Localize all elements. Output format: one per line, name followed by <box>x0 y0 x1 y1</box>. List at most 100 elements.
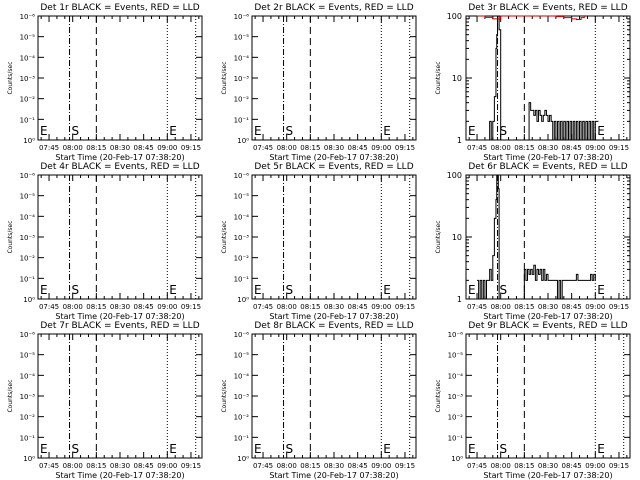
x-tick-label: 08:30 <box>324 144 344 152</box>
x-tick-label: 08:45 <box>348 144 368 152</box>
x-tick-label: 08:15 <box>86 462 106 470</box>
x-tick-label: 07:45 <box>253 144 273 152</box>
x-tick-label: 08:45 <box>562 462 582 470</box>
x-tick-label: 07:45 <box>253 462 273 470</box>
y-tick-label: 10⁻⁵ <box>234 34 250 42</box>
x-tick-label: 08:30 <box>324 462 344 470</box>
y-tick-label: 10⁻³ <box>20 393 36 401</box>
y-tick-label: 10⁻³ <box>448 393 464 401</box>
marker-label: S <box>286 124 294 138</box>
y-tick-label: 10⁻⁵ <box>20 34 36 42</box>
x-tick-label: 08:30 <box>110 144 130 152</box>
x-tick-label: 08:15 <box>514 462 534 470</box>
marker-label: E <box>383 124 391 138</box>
marker-label: E <box>254 124 262 138</box>
marker-label: S <box>286 283 294 297</box>
y-tick-label: 10⁻¹ <box>20 434 36 442</box>
y-tick-label: 100 <box>447 171 462 180</box>
x-tick-label: 09:15 <box>181 462 201 470</box>
x-tick-label: 09:00 <box>157 303 177 311</box>
x-tick-label: 07:45 <box>467 144 487 152</box>
lld-series <box>477 15 585 20</box>
y-tick-label: 100 <box>447 12 462 21</box>
x-tick-label: 08:15 <box>86 144 106 152</box>
y-tick-label: 10⁻⁴ <box>234 213 250 221</box>
panel-8: Det 8r BLACK = Events, RED = LLD Counts/s… <box>221 321 417 480</box>
marker-label: S <box>500 283 508 297</box>
plot-frame <box>251 333 417 459</box>
y-axis-label: Counts/sec <box>435 61 442 94</box>
y-tick-label: 10 <box>452 233 462 242</box>
marker-label: E <box>597 124 605 138</box>
y-tick-label: 10⁻² <box>234 96 250 104</box>
y-tick-label: 10⁻² <box>20 96 36 104</box>
y-tick-label: 10⁻⁶ <box>234 172 250 180</box>
x-tick-label: 09:15 <box>609 462 629 470</box>
x-tick-label: 09:00 <box>371 462 391 470</box>
y-tick-label: 10⁻⁵ <box>448 352 464 360</box>
x-tick-label: 08:00 <box>491 462 511 470</box>
marker-label: E <box>254 442 262 456</box>
y-tick-label: 10 <box>452 74 462 83</box>
y-tick-label: 10⁻³ <box>234 75 250 83</box>
marker-label: S <box>500 124 508 138</box>
x-tick-label: 09:15 <box>395 462 415 470</box>
x-tick-label: 08:30 <box>324 303 344 311</box>
y-tick-label: 10⁻⁶ <box>448 331 464 339</box>
events-series <box>488 15 599 141</box>
x-tick-label: 09:15 <box>181 303 201 311</box>
panel-3: Det 3r BLACK = Events, RED = LLD Counts/s… <box>435 3 631 162</box>
panel-7: Det 7r BLACK = Events, RED = LLD Counts/s… <box>7 321 203 480</box>
y-tick-label: 10⁰ <box>23 455 35 463</box>
y-tick-label: 10⁻¹ <box>234 116 250 124</box>
y-tick-label: 10⁻³ <box>234 234 250 242</box>
x-tick-label: 08:00 <box>277 303 297 311</box>
y-axis-label: Counts/sec <box>435 379 442 412</box>
panel-6: Det 6r BLACK = Events, RED = LLD Counts/s… <box>435 162 631 321</box>
x-tick-label: 08:15 <box>300 462 320 470</box>
panel-9: Det 9r BLACK = Events, RED = LLD Counts/s… <box>435 321 631 480</box>
x-tick-label: 09:00 <box>371 303 391 311</box>
x-tick-label: 08:45 <box>134 144 154 152</box>
panel-title: Det 9r BLACK = Events, RED = LLD <box>468 321 627 331</box>
x-tick-label: 09:15 <box>609 303 629 311</box>
x-tick-label: 08:45 <box>562 303 582 311</box>
marker-label: E <box>254 283 262 297</box>
y-tick-label: 10⁰ <box>23 296 35 304</box>
x-tick-label: 07:45 <box>467 303 487 311</box>
x-tick-label: 08:15 <box>300 303 320 311</box>
marker-label: S <box>500 442 508 456</box>
plot-frame <box>465 333 631 459</box>
y-tick-label: 10⁻² <box>20 414 36 422</box>
marker-label: E <box>40 442 48 456</box>
y-tick-label: 10⁻⁶ <box>20 331 36 339</box>
y-tick-label: 10⁻¹ <box>20 116 36 124</box>
x-axis-label: Start Time (20-Feb-17 07:38:20) <box>269 153 398 162</box>
x-tick-label: 08:45 <box>134 462 154 470</box>
x-axis-label: Start Time (20-Feb-17 07:38:20) <box>483 153 612 162</box>
marker-label: E <box>169 124 177 138</box>
y-tick-label: 10⁻⁶ <box>234 331 250 339</box>
y-tick-label: 10⁻³ <box>234 393 250 401</box>
panel-title: Det 8r BLACK = Events, RED = LLD <box>254 321 413 331</box>
marker-label: S <box>72 442 80 456</box>
x-tick-label: 08:15 <box>514 303 534 311</box>
y-tick-label: 10⁻² <box>234 414 250 422</box>
x-tick-label: 09:00 <box>585 462 605 470</box>
x-axis-label: Start Time (20-Feb-17 07:38:20) <box>55 312 184 321</box>
x-tick-label: 08:00 <box>63 144 83 152</box>
marker-label: S <box>286 442 294 456</box>
y-axis-label: Counts/sec <box>221 220 228 253</box>
y-tick-label: 10⁰ <box>237 137 249 145</box>
x-tick-label: 09:15 <box>395 144 415 152</box>
y-tick-label: 10⁰ <box>237 455 249 463</box>
y-tick-label: 10⁻⁴ <box>20 372 36 380</box>
x-axis-label: Start Time (20-Feb-17 07:38:20) <box>483 312 612 321</box>
x-tick-label: 08:30 <box>110 303 130 311</box>
x-tick-label: 08:45 <box>562 144 582 152</box>
y-tick-label: 10⁻⁵ <box>20 193 36 201</box>
plot-frame <box>251 174 417 300</box>
x-tick-label: 09:15 <box>395 303 415 311</box>
panel-title: Det 5r BLACK = Events, RED = LLD <box>254 162 413 172</box>
